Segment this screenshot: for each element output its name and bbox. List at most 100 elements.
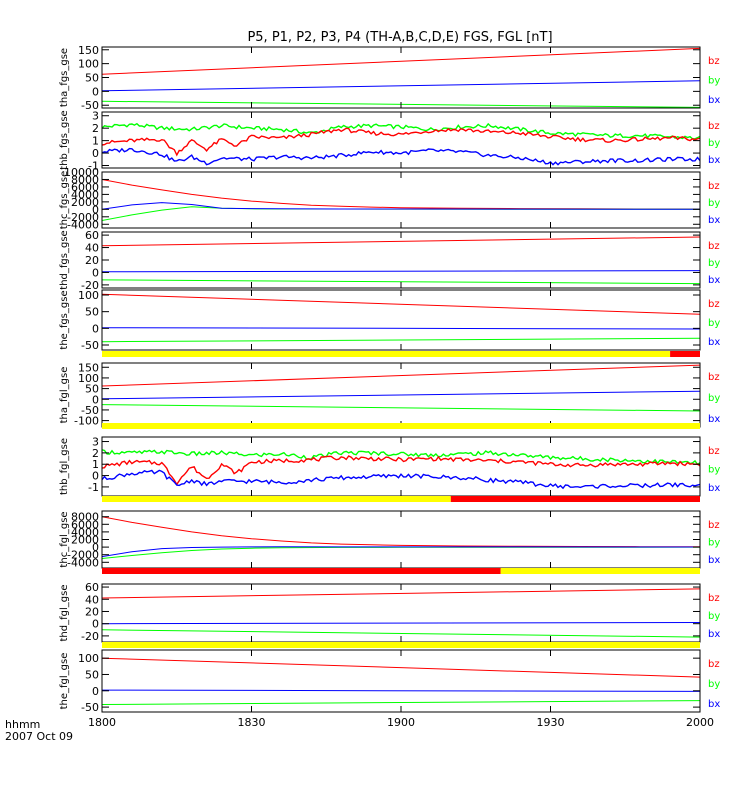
- y-tick-label: 2: [92, 122, 99, 135]
- y-tick-label: 60: [85, 229, 99, 242]
- series-bz: [102, 657, 700, 678]
- panel-ylabel: tha_fgs_gse: [59, 48, 70, 107]
- legend-bz: bz: [708, 299, 720, 310]
- y-tick-label: 10000: [64, 166, 99, 179]
- legend-by: by: [708, 138, 720, 149]
- series-by: [102, 404, 700, 412]
- y-tick-label: 100: [78, 58, 99, 71]
- date-label: 2007 Oct 09: [5, 730, 73, 743]
- series-bx: [102, 327, 700, 330]
- mode-bar-fast: [102, 568, 501, 574]
- legend-by: by: [708, 538, 720, 549]
- legend-bx: bx: [708, 155, 720, 166]
- y-tick-label: 60: [85, 581, 99, 594]
- series-bz: [102, 236, 700, 247]
- x-tick-label: 1800: [88, 716, 116, 729]
- legend-by: by: [708, 465, 720, 476]
- legend-by: by: [708, 76, 720, 87]
- legend-bx: bx: [708, 483, 720, 494]
- y-tick-label: 6000: [71, 181, 99, 194]
- y-tick-label: 50: [85, 72, 99, 85]
- legend-bx: bx: [708, 215, 720, 226]
- x-tick-label: 1930: [537, 716, 565, 729]
- y-tick-label: -50: [81, 404, 99, 417]
- y-tick-label: -1: [88, 481, 99, 494]
- mode-bar-slow: [102, 642, 700, 648]
- y-tick-label: -2000: [67, 549, 99, 562]
- panel-frame: [101, 231, 701, 289]
- y-tick-label: 2000: [71, 196, 99, 209]
- y-tick-label: -50: [81, 339, 99, 352]
- y-tick-label: 0: [92, 147, 99, 160]
- mode-bar-slow: [500, 568, 700, 574]
- y-tick-label: 100: [78, 289, 99, 302]
- y-tick-label: 1: [92, 135, 99, 148]
- legend-bz: bz: [708, 593, 720, 604]
- panel-ylabel: thd_fgs_gse: [59, 230, 70, 289]
- y-tick-label: 0: [92, 618, 99, 631]
- y-tick-label: 8000: [71, 173, 99, 186]
- legend-by: by: [708, 393, 720, 404]
- series-bx: [102, 80, 700, 92]
- series-bx: [102, 689, 700, 692]
- y-tick-label: 0: [92, 685, 99, 698]
- series-by: [102, 122, 700, 140]
- series-bx: [102, 147, 700, 166]
- series-bz: [102, 516, 700, 548]
- y-tick-label: 8000: [71, 511, 99, 524]
- legend-bz: bz: [708, 241, 720, 252]
- legend-bz: bz: [708, 121, 720, 132]
- series-bz: [102, 127, 700, 157]
- legend-by: by: [708, 611, 720, 622]
- legend-bx: bx: [708, 414, 720, 425]
- series-by: [102, 700, 700, 705]
- y-tick-label: 20: [85, 254, 99, 267]
- y-tick-label: 0: [92, 203, 99, 216]
- series-by: [102, 546, 700, 559]
- y-tick-label: 40: [85, 593, 99, 606]
- legend-by: by: [708, 258, 720, 269]
- y-tick-label: 4000: [71, 188, 99, 201]
- mode-bar-slow: [102, 351, 671, 357]
- legend-bx: bx: [708, 275, 720, 286]
- panel-frame: [101, 171, 701, 229]
- y-tick-label: 6000: [71, 518, 99, 531]
- panel-ylabel: tha_fgl_gse: [59, 367, 70, 424]
- mode-bar-slow: [102, 423, 700, 429]
- legend-bx: bx: [708, 629, 720, 640]
- y-tick-label: 1: [92, 458, 99, 471]
- series-bx: [102, 622, 700, 625]
- y-tick-label: -4000: [67, 218, 99, 231]
- y-tick-label: 0: [92, 85, 99, 98]
- panel-ylabel: thc_fgs_gse: [59, 171, 70, 230]
- legend-by: by: [708, 318, 720, 329]
- x-tick-label: 2000: [686, 716, 714, 729]
- y-tick-label: -50: [81, 701, 99, 714]
- y-tick-label: 3: [92, 436, 99, 449]
- series-bz: [102, 47, 700, 75]
- mode-bar-fast: [450, 496, 700, 502]
- panel-ylabel: the_fgl_gse: [59, 653, 70, 710]
- y-tick-label: 2: [92, 447, 99, 460]
- y-tick-label: -4000: [67, 556, 99, 569]
- y-tick-label: 0: [92, 393, 99, 406]
- legend-bz: bz: [708, 520, 720, 531]
- legend-bz: bz: [708, 372, 720, 383]
- series-by: [102, 449, 700, 466]
- y-tick-label: 50: [85, 306, 99, 319]
- series-by: [102, 279, 700, 285]
- x-tick-label: 1830: [238, 716, 266, 729]
- series-bx: [102, 469, 700, 490]
- series-bx: [102, 390, 700, 400]
- y-tick-label: 0: [92, 322, 99, 335]
- panel-frame: [101, 510, 701, 569]
- panel-ylabel: thb_fgl_gse: [59, 438, 70, 495]
- y-tick-label: 0: [92, 266, 99, 279]
- legend-bx: bx: [708, 337, 720, 348]
- legend-bx: bx: [708, 699, 720, 710]
- y-tick-label: -100: [74, 415, 99, 428]
- legend-bz: bz: [708, 181, 720, 192]
- y-tick-label: 50: [85, 668, 99, 681]
